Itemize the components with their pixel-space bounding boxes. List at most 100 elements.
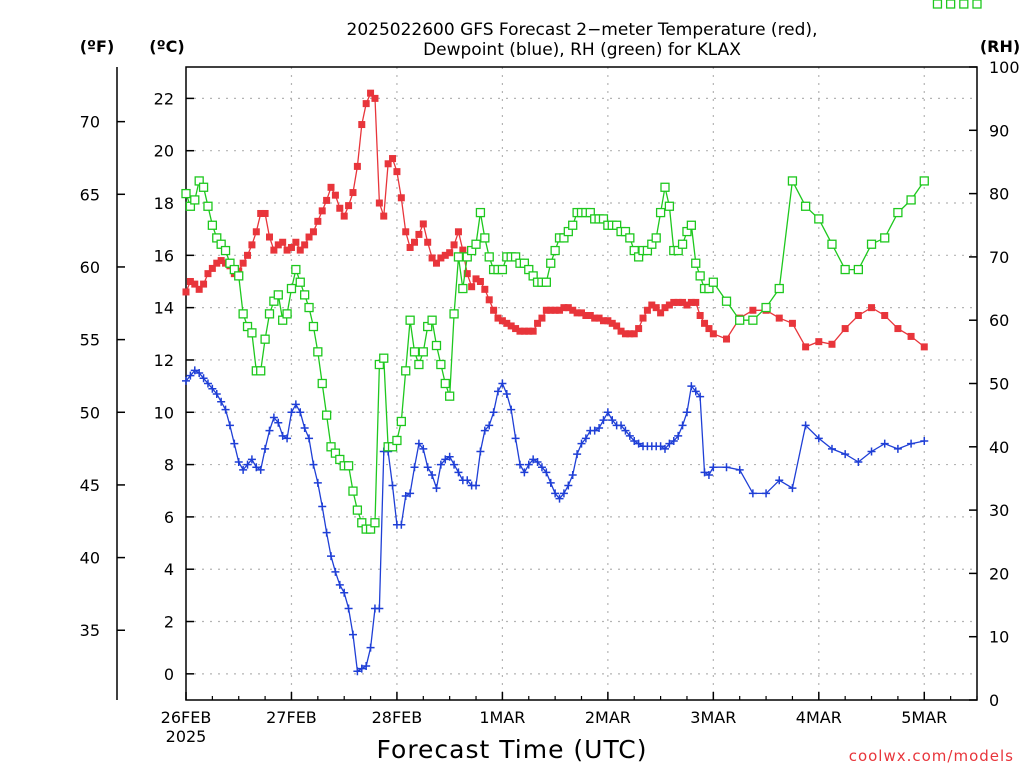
rh-point [264,309,275,319]
rh-point [677,239,688,249]
dewpoint-point [327,552,336,561]
temperature-point [415,230,423,238]
rh-point [282,309,292,319]
dewpoint-point [524,460,533,469]
temperature-point [674,298,682,306]
dewpoint-point [533,457,542,466]
dewpoint-point [814,434,823,443]
dewpoint-point [291,400,300,409]
series-rh [181,0,982,534]
dewpoint-point [630,437,639,446]
dewpoint-point [414,439,423,448]
rh-point [800,201,811,211]
dewpoint-point [186,371,195,380]
temperature-point [375,199,383,207]
rh-point [379,353,389,363]
x-tick-label: 2MAR [585,708,631,727]
temperature-point [244,251,252,259]
temperature-point [296,246,304,254]
temperature-point [287,243,295,251]
dewpoint-point [893,444,902,453]
dewpoint-point [537,463,546,472]
temperature-point [696,311,704,319]
rh-point [932,0,943,9]
dewpoint-point [322,528,331,537]
rh-point [427,315,437,325]
temperature-point [529,327,537,335]
rh-tick-label: 30 [989,501,1009,520]
dewpoint-point [625,431,634,440]
fahrenheit-tick-label: 35 [80,621,100,640]
dewpoint-point [348,630,357,639]
dewpoint-point [880,439,889,448]
temperature-point [617,327,625,335]
dewpoint-point [300,423,309,432]
temperature-point [815,338,823,346]
dewpoint-point [247,455,256,464]
rh-point [959,0,969,9]
x-tick-label: 27FEB [266,708,317,727]
grid-lines [186,67,977,700]
rh-point [787,176,798,186]
x-tick-label: 26FEB [161,708,212,727]
temperature-point [679,298,687,306]
dewpoint-point [507,405,516,414]
temperature-point [608,319,616,327]
celsius-tick-label: 18 [154,194,174,213]
temperature-point [485,296,493,304]
temperature-point [274,241,282,249]
rh-point [352,505,363,515]
temperature-point [648,301,656,309]
rh-point [774,283,784,294]
fahrenheit-tick-label: 65 [80,185,100,204]
rh-tick-label: 40 [989,438,1009,457]
fahrenheit-tick-label: 70 [80,113,100,132]
temperature-point [881,311,889,319]
dewpoint-point [454,468,463,477]
dewpoint-point [375,604,384,613]
dewpoint-point [278,431,287,440]
temperature-point [182,288,190,296]
rh-point [299,290,310,300]
temperature-point [701,319,709,327]
temperature-point [723,335,731,343]
temperature-point [200,280,208,288]
temperature-point [551,306,559,314]
temperature-point [687,298,695,306]
dewpoint-point [362,661,371,670]
rh-point [220,245,231,256]
dewpoint-point [687,382,696,391]
dewpoint-point [555,494,564,503]
dewpoint-point [678,421,687,430]
rh-tick-label: 20 [989,564,1009,583]
dewpoint-point [190,366,199,375]
temperature-point [920,343,928,351]
dewpoint-point [682,408,691,417]
temperature-point [635,325,643,333]
rh-point [550,245,560,256]
x-tick-label: 5MAR [901,708,947,727]
dewpoint-point [660,444,669,453]
temperature-point [621,330,629,338]
dewpoint-point [344,604,353,613]
dewpoint-point [696,392,705,401]
temperature-point [257,209,265,217]
temperature-point [191,280,199,288]
dewpoint-point [269,413,278,422]
x-axis-title: Forecast Time (UTC) [377,735,648,764]
temperature-point [195,285,203,293]
celsius-tick-label: 8 [164,456,174,475]
temperature-point [802,343,810,351]
temperature-point [314,217,322,225]
dewpoint-point [748,489,757,498]
rh-point [625,233,635,243]
temperature-point [534,319,542,327]
rh-point [568,220,578,230]
dewpoint-point [709,463,718,472]
rh-point [686,220,697,230]
rh-point [396,416,406,427]
rh-tick-label: 10 [989,628,1009,647]
temperature-point [353,162,361,170]
series-line-rh [185,178,925,530]
